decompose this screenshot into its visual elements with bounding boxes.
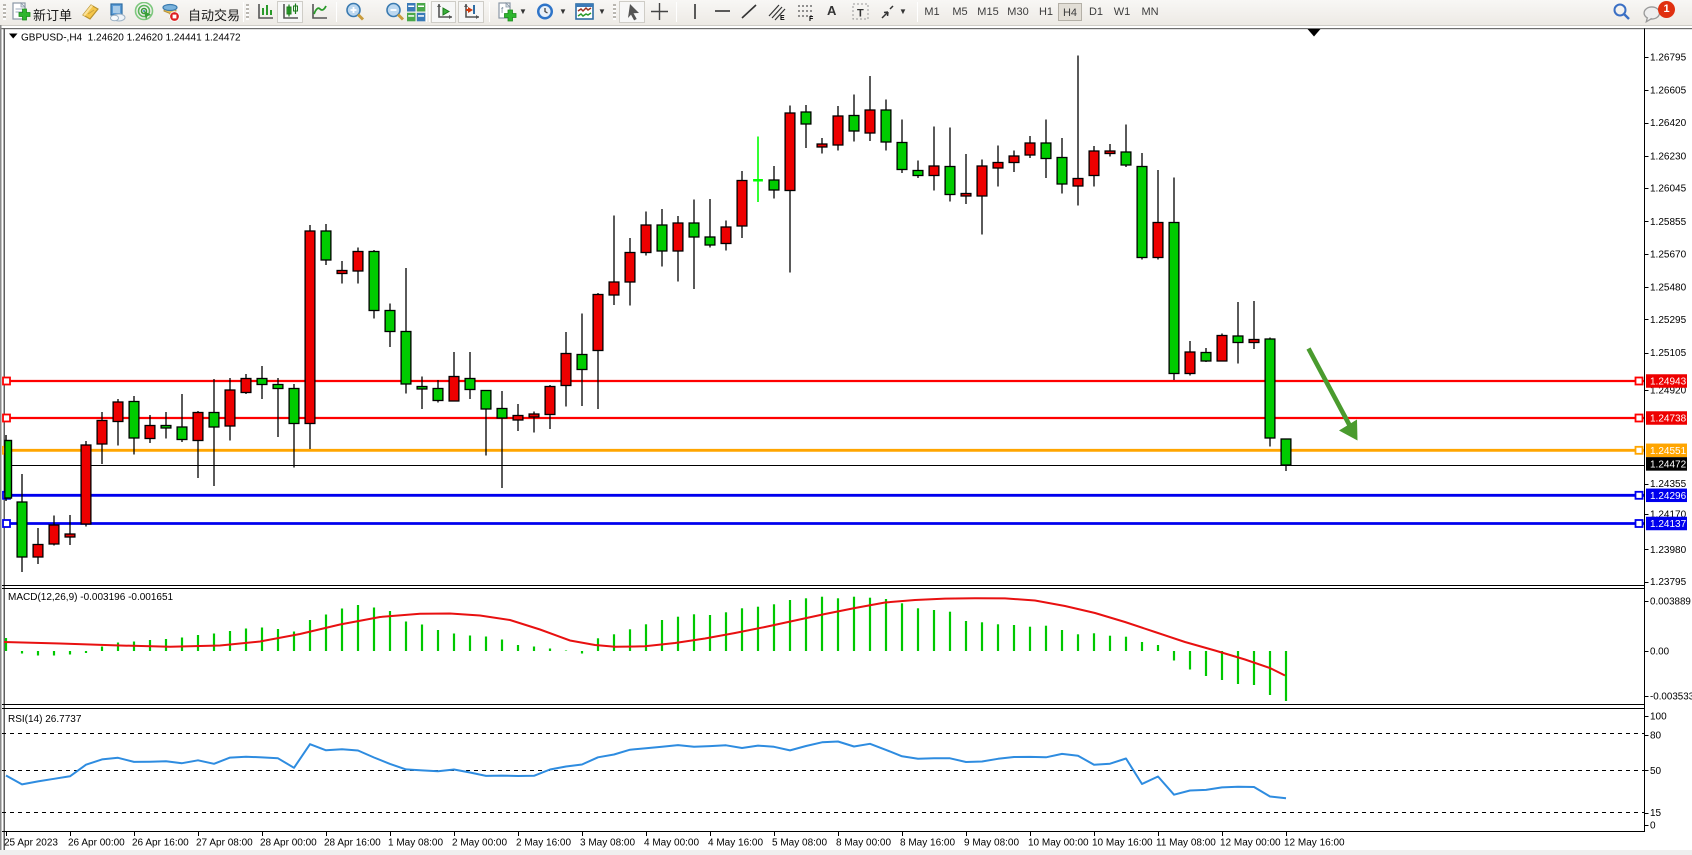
svg-text:1.24296: 1.24296 (1650, 491, 1687, 502)
svg-text:26 Apr 16:00: 26 Apr 16:00 (132, 838, 189, 849)
svg-text:15: 15 (1650, 808, 1662, 819)
svg-text:1.24355: 1.24355 (1650, 479, 1687, 490)
svg-text:1.24472: 1.24472 (1650, 459, 1687, 470)
svg-text:1.24137: 1.24137 (1650, 519, 1687, 530)
svg-text:RSI(14) 26.7737: RSI(14) 26.7737 (8, 714, 82, 725)
svg-text:1.26605: 1.26605 (1650, 86, 1687, 97)
svg-text:-0.003533: -0.003533 (1650, 692, 1692, 703)
svg-text:T: T (857, 8, 864, 20)
svg-text:MACD(12,26,9) -0.003196 -0.001: MACD(12,26,9) -0.003196 -0.001651 (8, 592, 174, 603)
svg-text:11 May 08:00: 11 May 08:00 (1156, 838, 1216, 849)
svg-text:28 Apr 00:00: 28 Apr 00:00 (260, 838, 317, 849)
svg-text:27 Apr 08:00: 27 Apr 08:00 (196, 838, 253, 849)
svg-text:E: E (780, 15, 785, 22)
svg-text:1 May 08:00: 1 May 08:00 (388, 838, 443, 849)
svg-text:100: 100 (1650, 712, 1667, 723)
svg-text:80: 80 (1650, 731, 1662, 742)
svg-text:f: f (501, 6, 504, 15)
svg-text:8 May 00:00: 8 May 00:00 (836, 838, 891, 849)
svg-text:1.25855: 1.25855 (1650, 217, 1687, 228)
svg-text:8 May 16:00: 8 May 16:00 (900, 838, 955, 849)
svg-text:25 Apr 2023: 25 Apr 2023 (4, 838, 58, 849)
svg-text:1.23980: 1.23980 (1650, 545, 1687, 556)
svg-text:10 May 00:00: 10 May 00:00 (1028, 838, 1089, 849)
svg-text:1.25105: 1.25105 (1650, 348, 1687, 359)
svg-text:5 May 08:00: 5 May 08:00 (772, 838, 827, 849)
svg-text:4 May 16:00: 4 May 16:00 (708, 838, 763, 849)
svg-text:0.00: 0.00 (1650, 647, 1670, 658)
svg-text:1.23795: 1.23795 (1650, 577, 1687, 588)
svg-text:4 May 00:00: 4 May 00:00 (644, 838, 699, 849)
svg-text:1.26420: 1.26420 (1650, 118, 1687, 129)
svg-text:3 May 08:00: 3 May 08:00 (580, 838, 635, 849)
svg-text:1.25480: 1.25480 (1650, 283, 1687, 294)
svg-text:2 May 00:00: 2 May 00:00 (452, 838, 507, 849)
svg-text:1.25295: 1.25295 (1650, 315, 1687, 326)
svg-text:2 May 16:00: 2 May 16:00 (516, 838, 571, 849)
svg-text:12 May 16:00: 12 May 16:00 (1284, 838, 1345, 849)
svg-text:0.003889: 0.003889 (1650, 597, 1691, 608)
svg-text:12 May 00:00: 12 May 00:00 (1220, 838, 1281, 849)
svg-text:1.24738: 1.24738 (1650, 414, 1687, 425)
svg-text:9 May 08:00: 9 May 08:00 (964, 838, 1019, 849)
svg-text:50: 50 (1650, 766, 1662, 777)
svg-text:1.24920: 1.24920 (1650, 386, 1687, 397)
svg-text:1.24551: 1.24551 (1650, 446, 1687, 457)
svg-text:1.24943: 1.24943 (1650, 377, 1687, 388)
svg-text:1.26045: 1.26045 (1650, 184, 1687, 195)
svg-text:1.24170: 1.24170 (1650, 510, 1687, 521)
svg-text:F: F (809, 16, 814, 22)
svg-text:28 Apr 16:00: 28 Apr 16:00 (324, 838, 381, 849)
svg-text:GBPUSD-,H4 1.24620 1.24620 1.: GBPUSD-,H4 1.24620 1.24620 1.24441 1.244… (21, 33, 241, 44)
svg-text:1.26795: 1.26795 (1650, 53, 1687, 64)
svg-text:1.26230: 1.26230 (1650, 151, 1687, 162)
svg-text:10 May 16:00: 10 May 16:00 (1092, 838, 1153, 849)
svg-text:1.25670: 1.25670 (1650, 249, 1687, 260)
svg-text:26 Apr 00:00: 26 Apr 00:00 (68, 838, 125, 849)
svg-text:0: 0 (1650, 821, 1656, 832)
